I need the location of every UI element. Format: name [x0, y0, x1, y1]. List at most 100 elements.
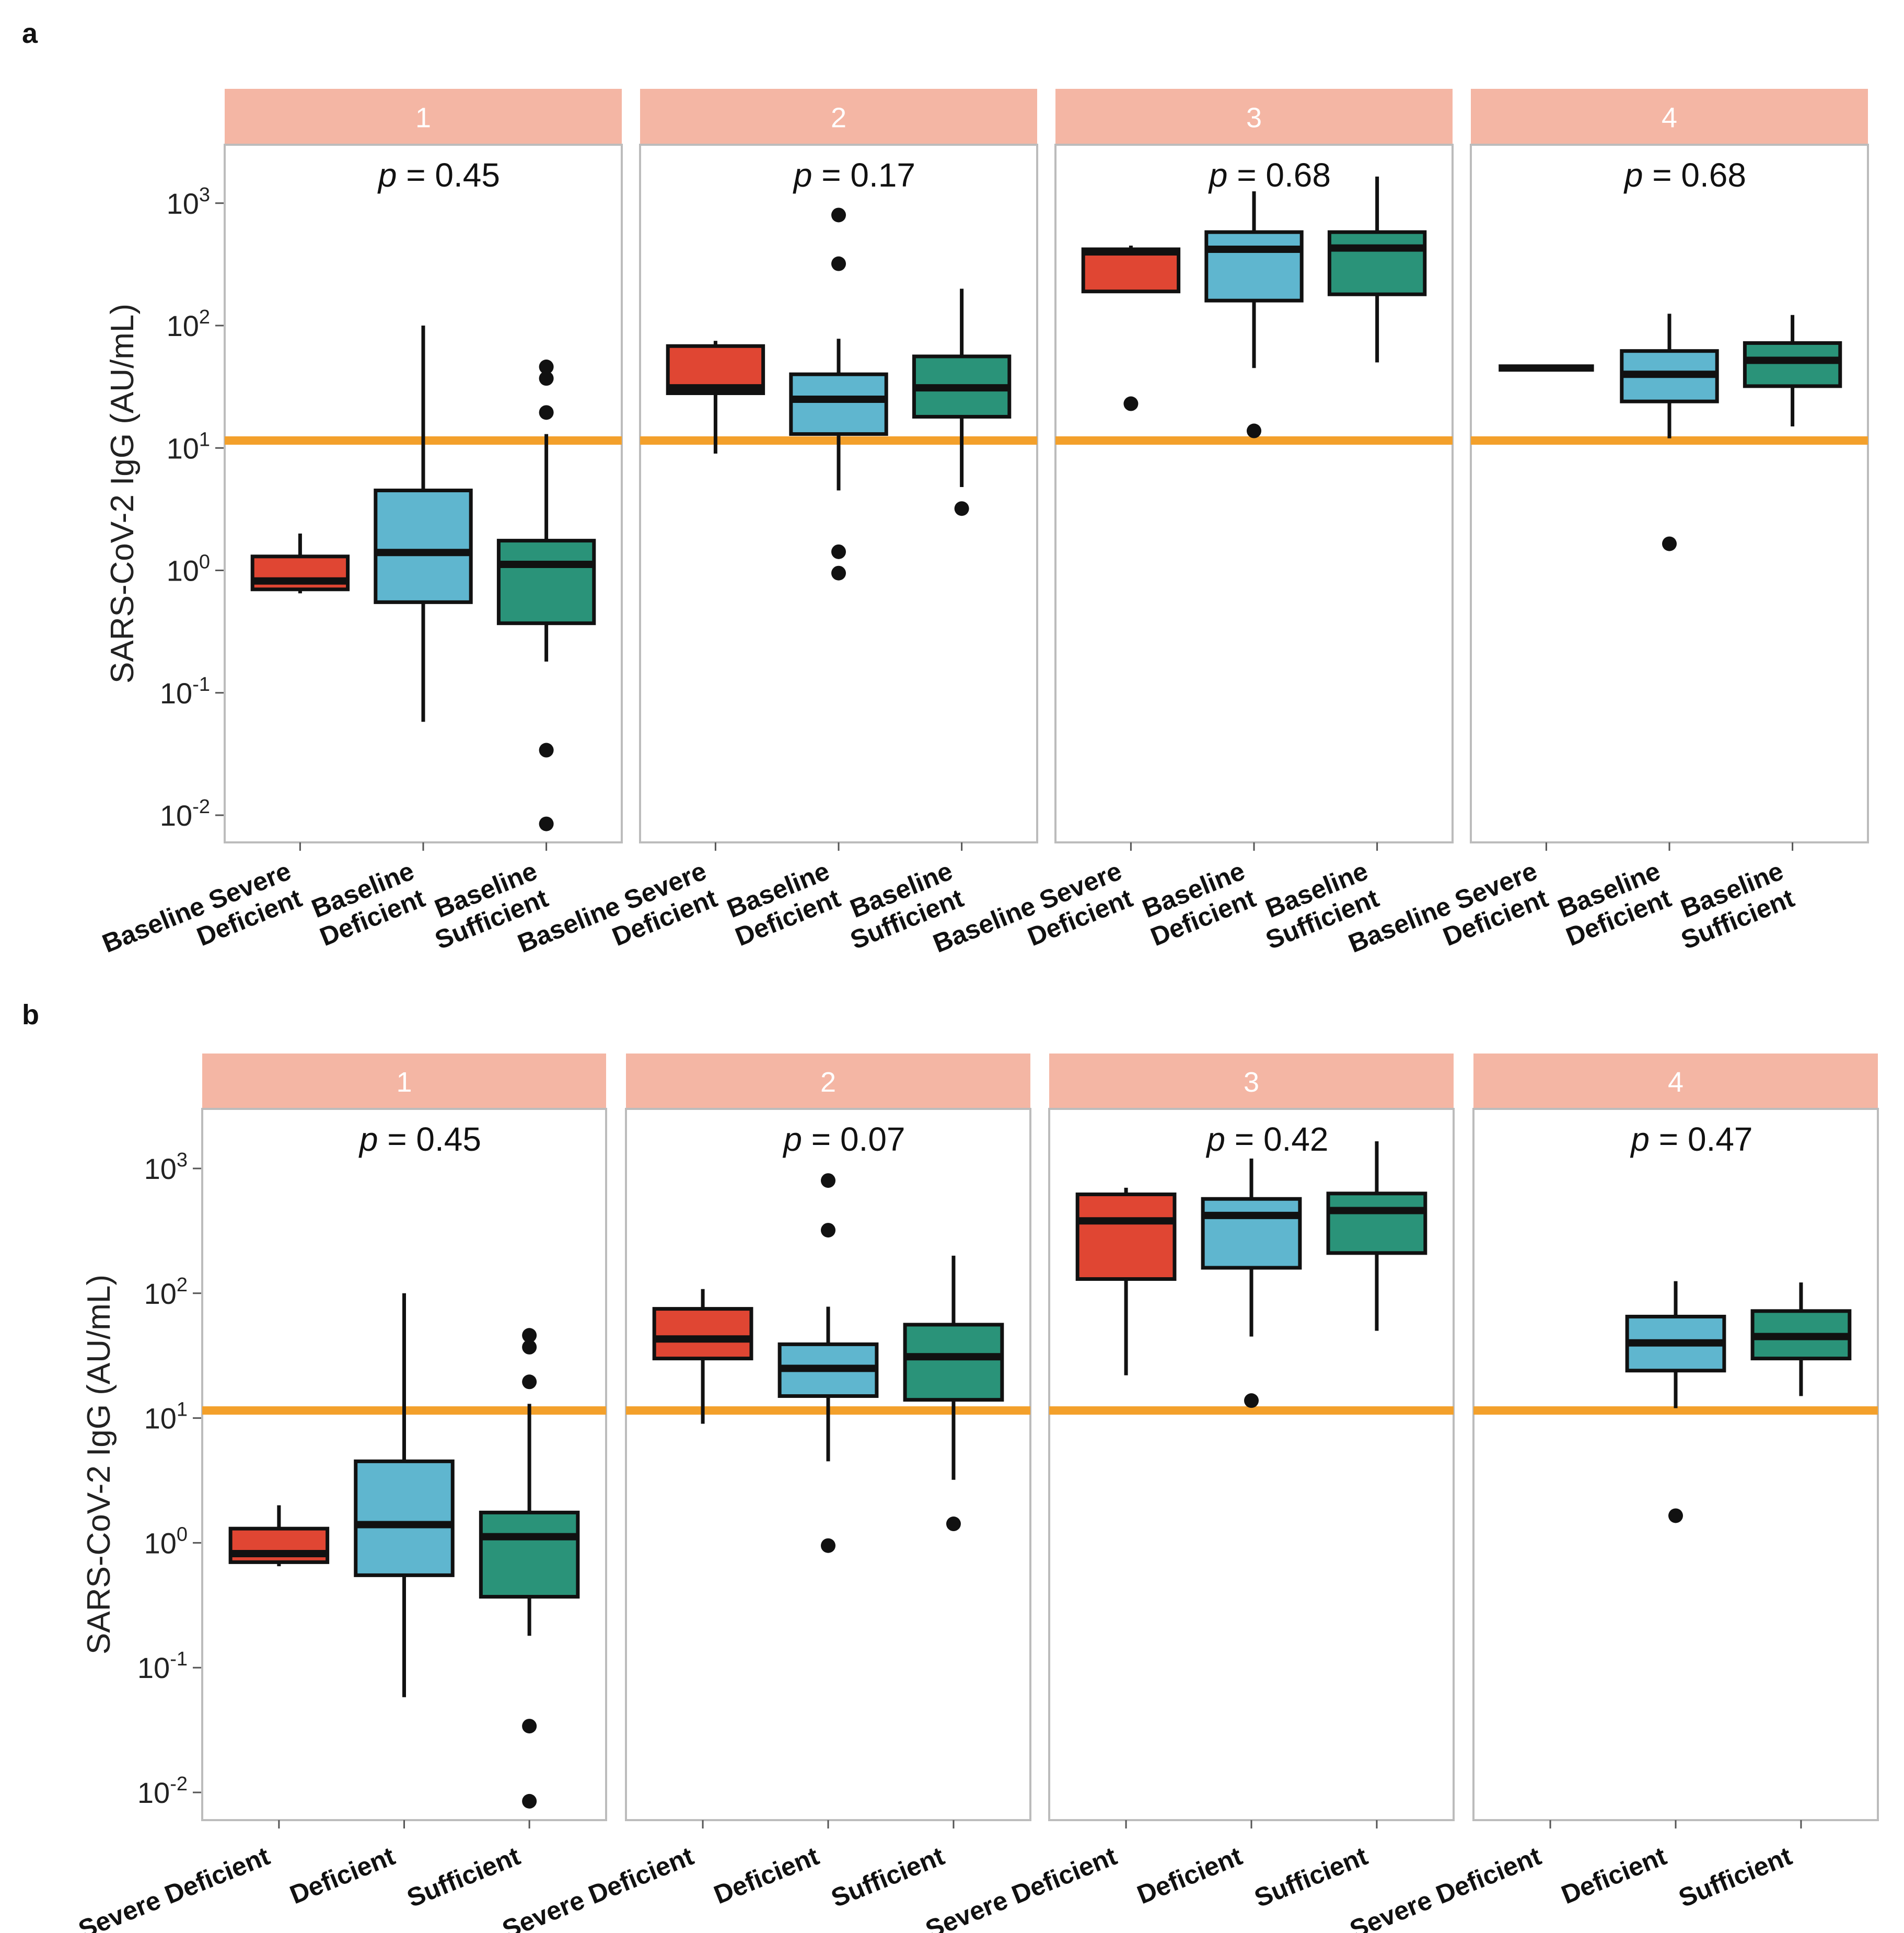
outlier-point [831, 207, 846, 223]
box-sufficient [1750, 1282, 1852, 1396]
facet-strip-label: 3 [1244, 1067, 1259, 1098]
category-label: Sufficient [1675, 1841, 1796, 1913]
facet-strip [1473, 1054, 1878, 1109]
facet-strip-label: 1 [415, 102, 431, 134]
outlier-point [1247, 423, 1261, 438]
outlier-point [1244, 1393, 1259, 1408]
p-value-label: p = 0.68 [1208, 156, 1331, 194]
box-iqr [479, 1510, 580, 1599]
y-tick-label: 10-2 [137, 1773, 188, 1809]
outlier-point [539, 743, 554, 758]
box-sufficient [479, 1328, 580, 1809]
category-label: Severe Deficient [1345, 1841, 1545, 1933]
y-tick-label: 100 [167, 551, 210, 587]
outlier-point [831, 544, 846, 559]
outlier-point [1668, 1508, 1683, 1523]
category-label: Baseline SevereDeficient [1344, 856, 1552, 986]
box-iqr [354, 1459, 455, 1577]
box-sufficient [496, 360, 596, 831]
box-iqr [1327, 230, 1427, 296]
outlier-point [831, 565, 846, 581]
facet-strip [202, 1054, 606, 1109]
category-label: BaselineSufficient [1666, 856, 1798, 955]
category-label: BaselineDeficient [1135, 856, 1260, 952]
facet-frame [639, 144, 1038, 843]
outlier-point [946, 1517, 961, 1532]
box-sufficient [903, 1255, 1004, 1532]
y-tick-label: 101 [144, 1399, 188, 1435]
box-iqr [652, 1307, 753, 1361]
box-severe [250, 534, 350, 594]
p-value-label: p = 0.45 [377, 156, 500, 194]
outlier-point [522, 1719, 537, 1734]
outlier-point [539, 371, 554, 386]
box-deficient [1625, 1281, 1726, 1523]
facet-strip [1049, 1054, 1454, 1109]
p-value-label: p = 0.68 [1623, 156, 1746, 194]
category-label: Deficient [1557, 1841, 1670, 1909]
y-tick-label: 103 [144, 1149, 188, 1185]
box-iqr [1081, 247, 1181, 294]
y-tick-label: 102 [144, 1274, 188, 1310]
category-label: Deficient [286, 1841, 399, 1909]
category-label: Sufficient [1250, 1841, 1372, 1913]
outlier-point [539, 816, 554, 831]
category-label: Baseline SevereDeficient [929, 856, 1137, 986]
outlier-point [522, 1328, 537, 1343]
panel-label: a [22, 18, 38, 49]
panel-label: b [22, 999, 39, 1031]
y-tick-label: 10-1 [137, 1648, 188, 1684]
category-label: Deficient [1133, 1841, 1246, 1909]
facet-4: 4 p = 0.68 Baseline SevereDeficient Baselin… [1344, 89, 1869, 986]
box-iqr [1326, 1191, 1427, 1255]
facet-strip-label: 3 [1246, 102, 1262, 134]
box-deficient [777, 1173, 879, 1553]
p-value-label: p = 0.07 [782, 1120, 905, 1158]
facet-frame [625, 1108, 1031, 1821]
outlier-point [821, 1223, 835, 1238]
box-deficient [354, 1293, 455, 1697]
facet-1: 1 p = 0.45 Severe Deficient Deficient Suffic… [74, 1054, 607, 1933]
p-value-label: p = 0.17 [793, 156, 915, 194]
facet-strip-label: 4 [1662, 102, 1677, 134]
category-label: BaselineDeficient [305, 856, 429, 952]
category-label: Baseline SevereDeficient [514, 856, 722, 986]
facet-strip [1055, 89, 1453, 145]
box-iqr [1201, 1197, 1302, 1270]
y-tick-label: 103 [167, 184, 210, 220]
box-iqr [1204, 230, 1304, 303]
box-severe [228, 1505, 330, 1567]
outlier-point [522, 1339, 537, 1355]
box-severe [652, 1289, 753, 1424]
outlier-point [522, 1793, 537, 1809]
y-axis-title: SARS-CoV-2 IgG (AU/mL) [81, 1275, 117, 1654]
outlier-point [821, 1173, 835, 1188]
category-label: Sufficient [403, 1841, 524, 1913]
category-label: Severe Deficient [921, 1841, 1121, 1933]
facet-strip [1471, 89, 1868, 145]
box-iqr [496, 539, 596, 626]
box-sufficient [1743, 315, 1842, 427]
category-label: Severe Deficient [498, 1841, 698, 1933]
facet-strip [626, 1054, 1030, 1109]
facet-strip-label: 2 [820, 1067, 836, 1098]
facet-3: 3 p = 0.68 Baseline SevereDeficient Baselin… [929, 89, 1454, 986]
facet-strip [640, 89, 1037, 145]
box-iqr [789, 372, 888, 436]
p-value-label: p = 0.42 [1205, 1120, 1328, 1158]
category-label: Severe Deficient [74, 1841, 274, 1933]
y-tick-label: 100 [144, 1523, 188, 1559]
box-deficient [1204, 191, 1304, 438]
box-sufficient [1326, 1141, 1427, 1331]
outlier-point [522, 1374, 537, 1390]
facet-strip-label: 1 [396, 1067, 412, 1098]
box-deficient [1201, 1159, 1302, 1408]
outlier-point [539, 405, 554, 420]
outlier-point [954, 501, 969, 516]
box-deficient [789, 207, 888, 581]
facet-1: 1 p = 0.45 Baseline SevereDeficient Baselin… [98, 89, 623, 958]
box-severe [666, 341, 765, 454]
category-label: Deficient [710, 1841, 823, 1909]
